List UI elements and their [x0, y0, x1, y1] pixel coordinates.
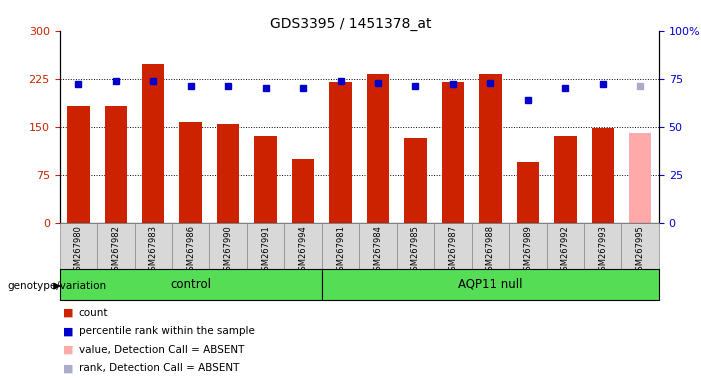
Bar	[509, 223, 547, 269]
Bar	[359, 223, 397, 269]
Bar	[142, 64, 165, 223]
Bar	[322, 223, 359, 269]
Text: ■: ■	[63, 345, 74, 355]
Bar	[404, 137, 427, 223]
Bar	[179, 122, 202, 223]
Text: ■: ■	[63, 326, 74, 336]
Text: GSM267982: GSM267982	[111, 225, 121, 276]
Text: GSM267980: GSM267980	[74, 225, 83, 276]
Bar	[397, 223, 434, 269]
Text: GSM267989: GSM267989	[524, 225, 532, 276]
Text: GSM267988: GSM267988	[486, 225, 495, 276]
Bar	[210, 223, 247, 269]
Bar	[472, 223, 509, 269]
Bar	[67, 106, 90, 223]
Bar	[517, 162, 539, 223]
Bar	[442, 82, 464, 223]
Text: GSM267984: GSM267984	[374, 225, 383, 276]
Bar	[592, 128, 614, 223]
Text: GDS3395 / 1451378_at: GDS3395 / 1451378_at	[270, 17, 431, 31]
Bar	[285, 223, 322, 269]
Text: GSM267995: GSM267995	[636, 225, 645, 276]
Text: GSM267992: GSM267992	[561, 225, 570, 276]
Text: GSM267993: GSM267993	[598, 225, 607, 276]
Text: GSM267983: GSM267983	[149, 225, 158, 276]
Text: ■: ■	[63, 363, 74, 373]
Bar	[172, 223, 210, 269]
Bar	[434, 223, 472, 269]
Bar	[322, 269, 659, 300]
Text: GSM267986: GSM267986	[186, 225, 195, 276]
Text: AQP11 null: AQP11 null	[458, 278, 523, 291]
Text: GSM267990: GSM267990	[224, 225, 233, 276]
Bar	[584, 223, 622, 269]
Bar	[292, 159, 314, 223]
Text: percentile rank within the sample: percentile rank within the sample	[79, 326, 254, 336]
Bar	[554, 136, 576, 223]
Text: GSM267987: GSM267987	[449, 225, 458, 276]
Text: GSM267985: GSM267985	[411, 225, 420, 276]
Text: control: control	[170, 278, 211, 291]
Bar	[629, 133, 651, 223]
Text: GSM267991: GSM267991	[261, 225, 270, 276]
Bar	[479, 74, 502, 223]
Bar	[254, 136, 277, 223]
Bar	[247, 223, 285, 269]
Bar	[60, 223, 97, 269]
Bar	[367, 74, 389, 223]
Bar	[97, 223, 135, 269]
Text: rank, Detection Call = ABSENT: rank, Detection Call = ABSENT	[79, 363, 239, 373]
Text: value, Detection Call = ABSENT: value, Detection Call = ABSENT	[79, 345, 244, 355]
Bar	[104, 106, 127, 223]
Text: GSM267994: GSM267994	[299, 225, 308, 276]
Text: GSM267981: GSM267981	[336, 225, 345, 276]
Bar	[622, 223, 659, 269]
Bar	[135, 223, 172, 269]
Bar	[547, 223, 584, 269]
Text: count: count	[79, 308, 108, 318]
Bar	[60, 269, 322, 300]
Bar	[329, 82, 352, 223]
Bar	[217, 124, 239, 223]
Text: ■: ■	[63, 308, 74, 318]
Text: genotype/variation: genotype/variation	[7, 281, 106, 291]
